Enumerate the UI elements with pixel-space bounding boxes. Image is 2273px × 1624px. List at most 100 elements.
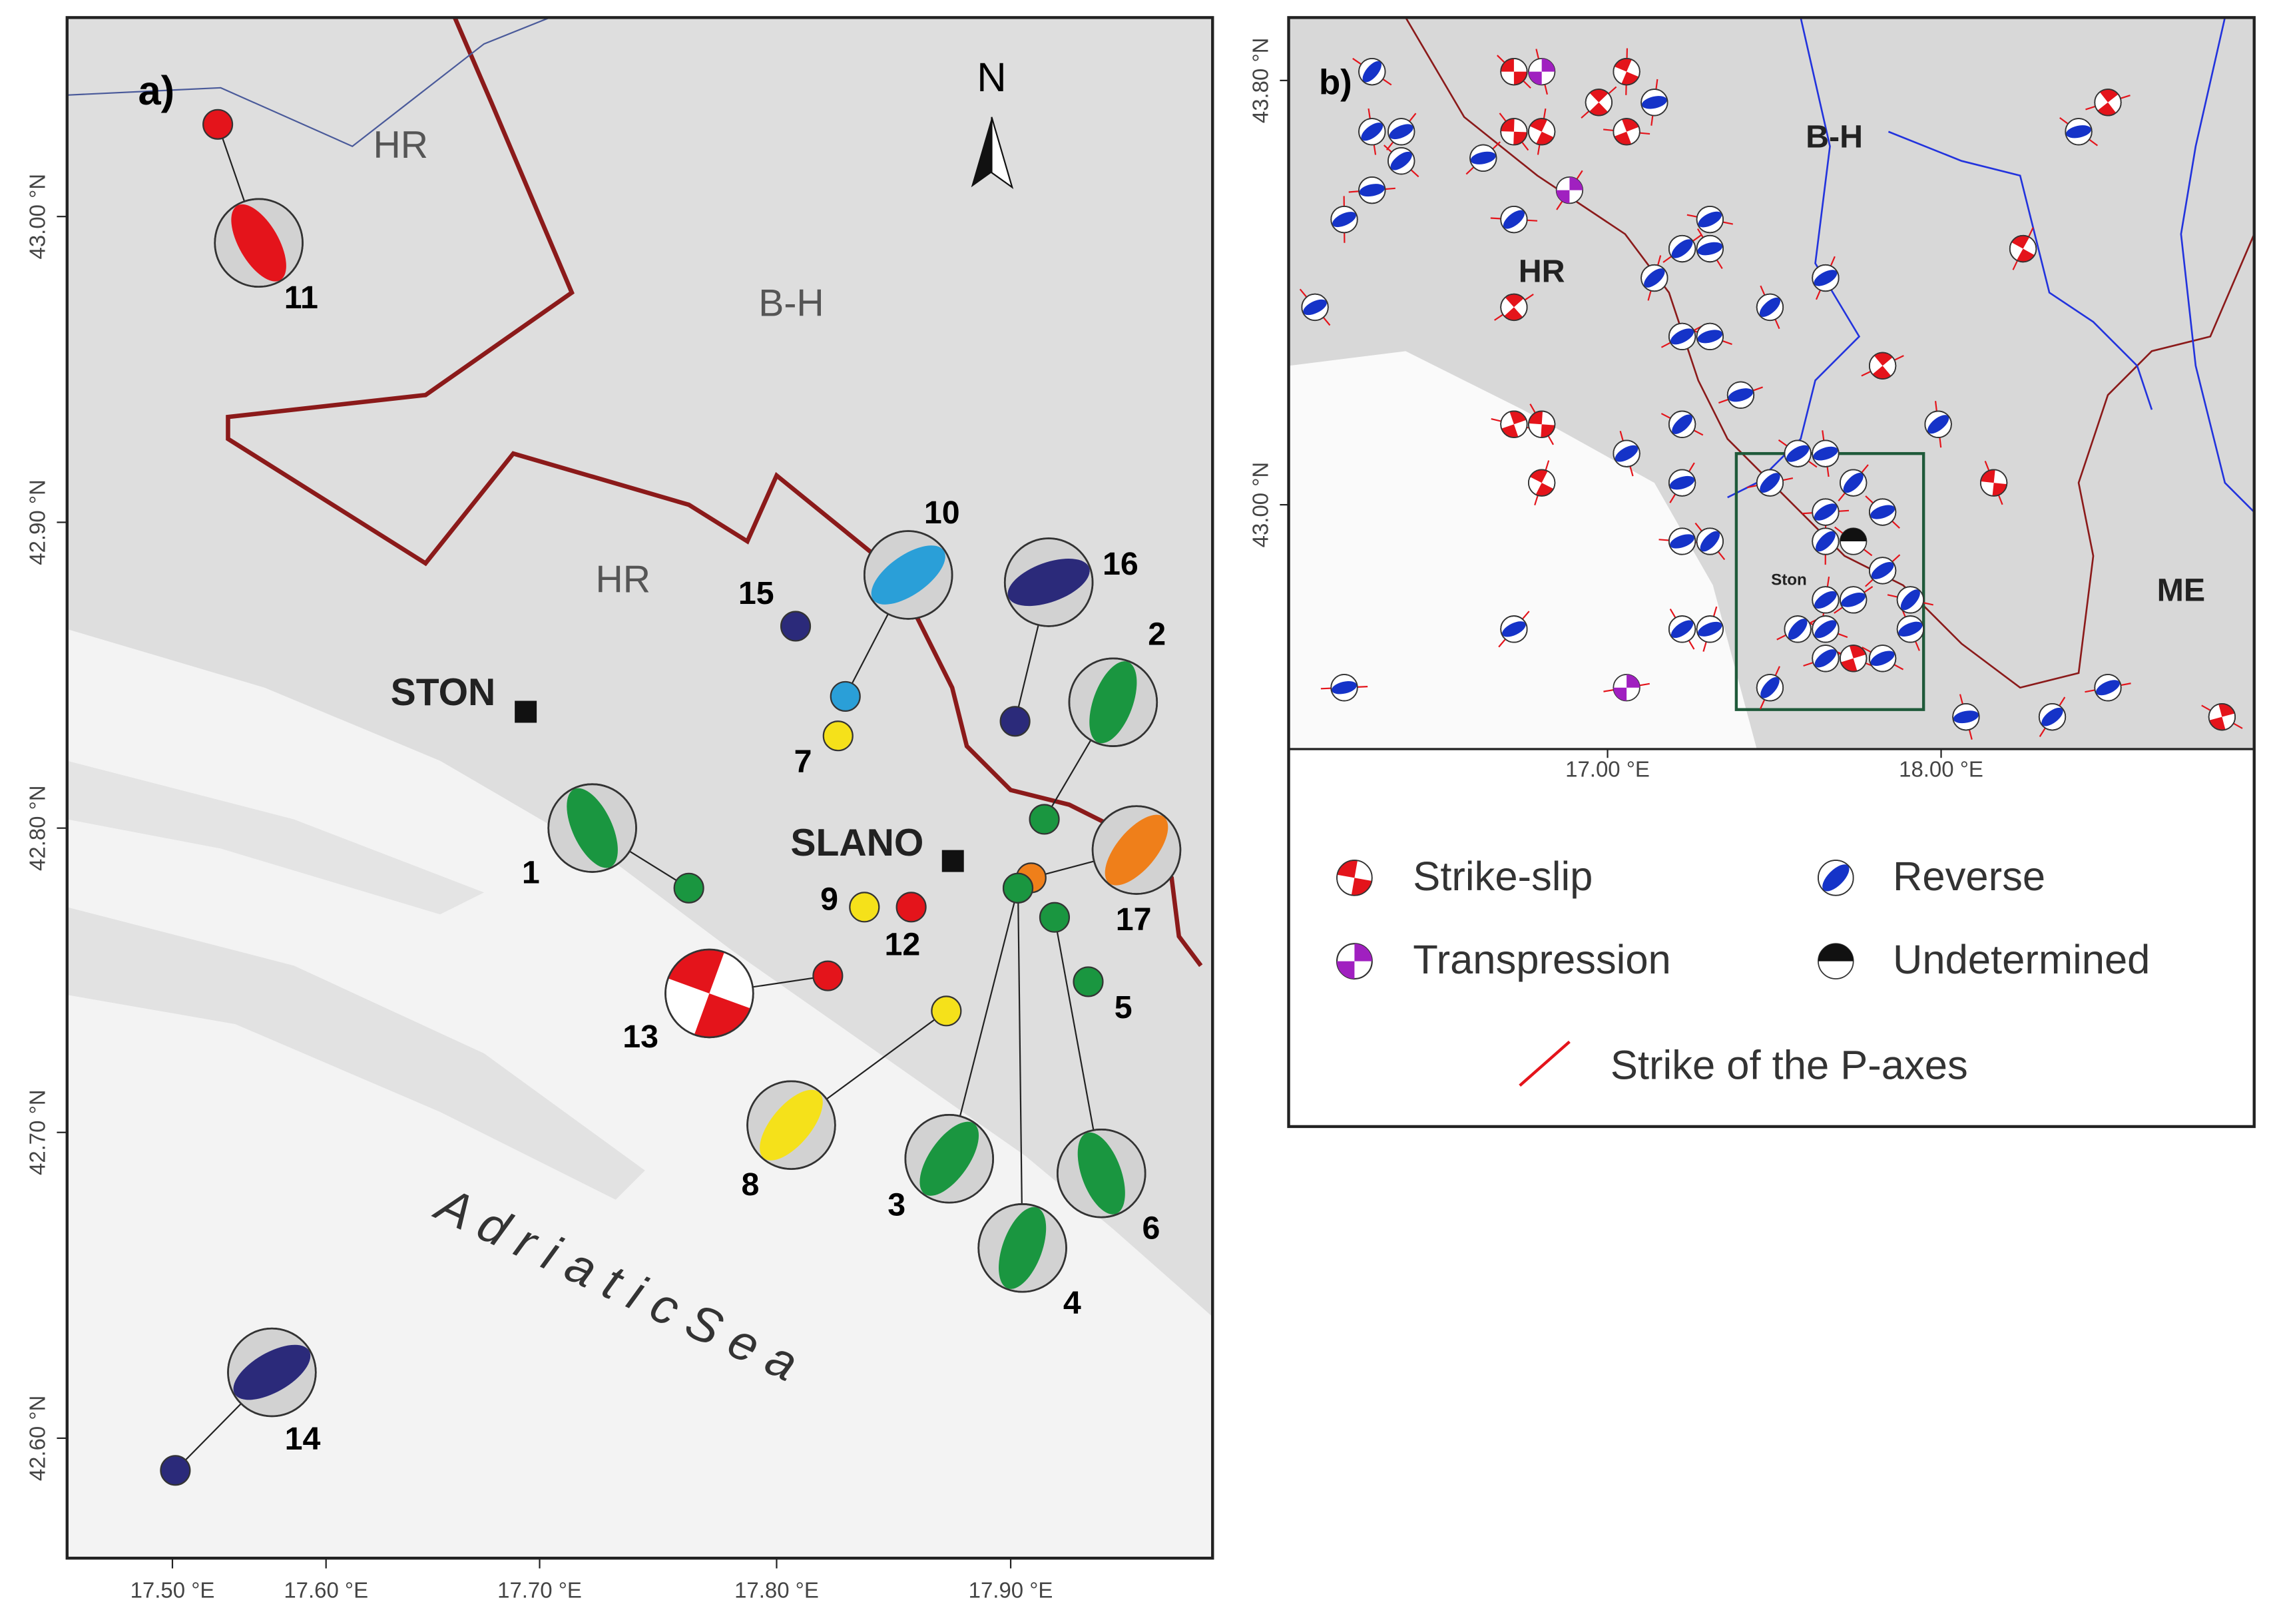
ball-rim: [1696, 205, 1724, 234]
ball-rim: [1500, 58, 1528, 86]
ball-rim: [1840, 645, 1868, 673]
ball-half: [1840, 528, 1867, 541]
epicenter: [1039, 902, 1071, 933]
ball-lens: [1760, 473, 1780, 493]
ball-lens: [1953, 710, 1979, 724]
legend-label: Strike-slip: [1413, 854, 1593, 900]
ball-quadrant: [1529, 118, 1548, 132]
event: [780, 611, 812, 642]
ball-quadrant: [2097, 102, 2117, 116]
ball-quadrant: [1980, 469, 1995, 483]
ball-lens: [1362, 61, 1382, 83]
ball-rim: [1668, 615, 1696, 643]
event-label: 4: [1063, 1285, 1081, 1321]
ball-rim: [1952, 703, 1980, 731]
ball-wedge: [1528, 71, 1542, 85]
ball-lens: [1898, 621, 1923, 637]
ball-lens: [1361, 123, 1384, 141]
ball-rim: [1585, 89, 1613, 117]
ball-rim: [1756, 293, 1784, 322]
epicenter: [673, 872, 704, 904]
place-label: ME: [2157, 573, 2206, 609]
ball-rim: [214, 198, 304, 288]
ball-lens: [1670, 534, 1695, 549]
ball-lens: [2041, 707, 2063, 726]
lon-tick-label: 17.00 °E: [1565, 757, 1650, 782]
ball-lens: [2066, 125, 2092, 138]
ball-rim: [1696, 527, 1724, 555]
ball-lens: [1813, 446, 1838, 461]
ball-lens: [1470, 151, 1496, 164]
ball-rim: [1812, 527, 1840, 555]
panel-label: a): [138, 68, 174, 114]
lat-tick-label: 42.70 °N: [25, 1089, 50, 1175]
ball-rim: [1668, 410, 1696, 438]
lat-tick-label: 43.80 °N: [1248, 38, 1273, 124]
ball-rim: [1613, 58, 1641, 86]
ball-lens: [1814, 503, 1838, 521]
event-label: 3: [887, 1187, 905, 1223]
event-label: 17: [1116, 902, 1152, 938]
epicenter: [1002, 872, 1034, 904]
ball-lens: [1670, 620, 1694, 639]
event-label: 12: [885, 926, 921, 962]
event-label: 13: [623, 1019, 658, 1055]
ball-rim: [1668, 234, 1696, 263]
lat-tick-label: 43.00 °N: [25, 174, 50, 260]
lat-tick-label: 43.00 °N: [1248, 462, 1273, 548]
ball-rim: [863, 530, 953, 620]
ball-quadrant: [2099, 89, 2119, 103]
ball-rim: [1527, 410, 1556, 438]
epicenter: [822, 720, 854, 752]
ball-quadrant: [1589, 102, 1609, 116]
ball-rim: [1641, 264, 1668, 292]
epicenter: [849, 892, 880, 923]
ball-lens: [1669, 475, 1695, 490]
ball-rim: [1696, 234, 1724, 263]
ball-lens: [1303, 299, 1327, 316]
lon-tick-label: 18.00 °E: [1899, 757, 1983, 782]
place-label: B-H: [758, 282, 824, 324]
ball-rim: [1868, 498, 1897, 526]
ball-rim: [1388, 147, 1415, 175]
event: [830, 530, 953, 712]
ball-lens: [1007, 558, 1090, 607]
ball-rim: [1641, 89, 1668, 117]
ball-lens: [1814, 620, 1837, 639]
ball-quadrant: [1505, 294, 1524, 308]
ball-lens: [871, 545, 945, 605]
ball-wedge: [1613, 687, 1627, 701]
ball-lens: [1900, 589, 1920, 611]
ball-wedge: [1541, 58, 1555, 72]
ball-wedge: [1556, 190, 1570, 204]
epicenter: [160, 1455, 191, 1486]
lon-tick-label: 17.50 °E: [130, 1577, 215, 1602]
legend-label: Strike of the P-axes: [1611, 1042, 1968, 1088]
ball-rim: [1091, 805, 1182, 895]
ball-rim: [1784, 439, 1812, 467]
ball-lens: [1814, 591, 1837, 609]
ball-rim: [1784, 615, 1812, 643]
event-label: 11: [284, 280, 318, 316]
ball-rim: [1756, 469, 1784, 497]
ball-rim: [1696, 322, 1724, 351]
ball-rim: [2094, 89, 2122, 117]
ball-quadrant: [1513, 131, 1527, 145]
ball-rim: [1301, 293, 1329, 322]
ball-lens: [1786, 445, 1810, 462]
ball-lens: [1697, 330, 1723, 344]
event: [895, 892, 927, 923]
ball-rim: [1057, 1128, 1146, 1218]
ball-quadrant: [1337, 860, 1358, 878]
ball-lens: [1671, 239, 1693, 258]
ball-rim: [1868, 645, 1897, 673]
ball-rim: [1527, 118, 1556, 146]
event-label: 5: [1115, 989, 1133, 1025]
ball-rim: [2038, 703, 2067, 731]
epicenter: [812, 960, 844, 991]
ball-quadrant: [1621, 71, 1639, 85]
place-label: SLANO: [790, 822, 923, 864]
ball-lens: [1759, 297, 1781, 317]
event-label: 9: [820, 881, 838, 917]
lat-tick-label: 42.60 °N: [25, 1396, 50, 1482]
